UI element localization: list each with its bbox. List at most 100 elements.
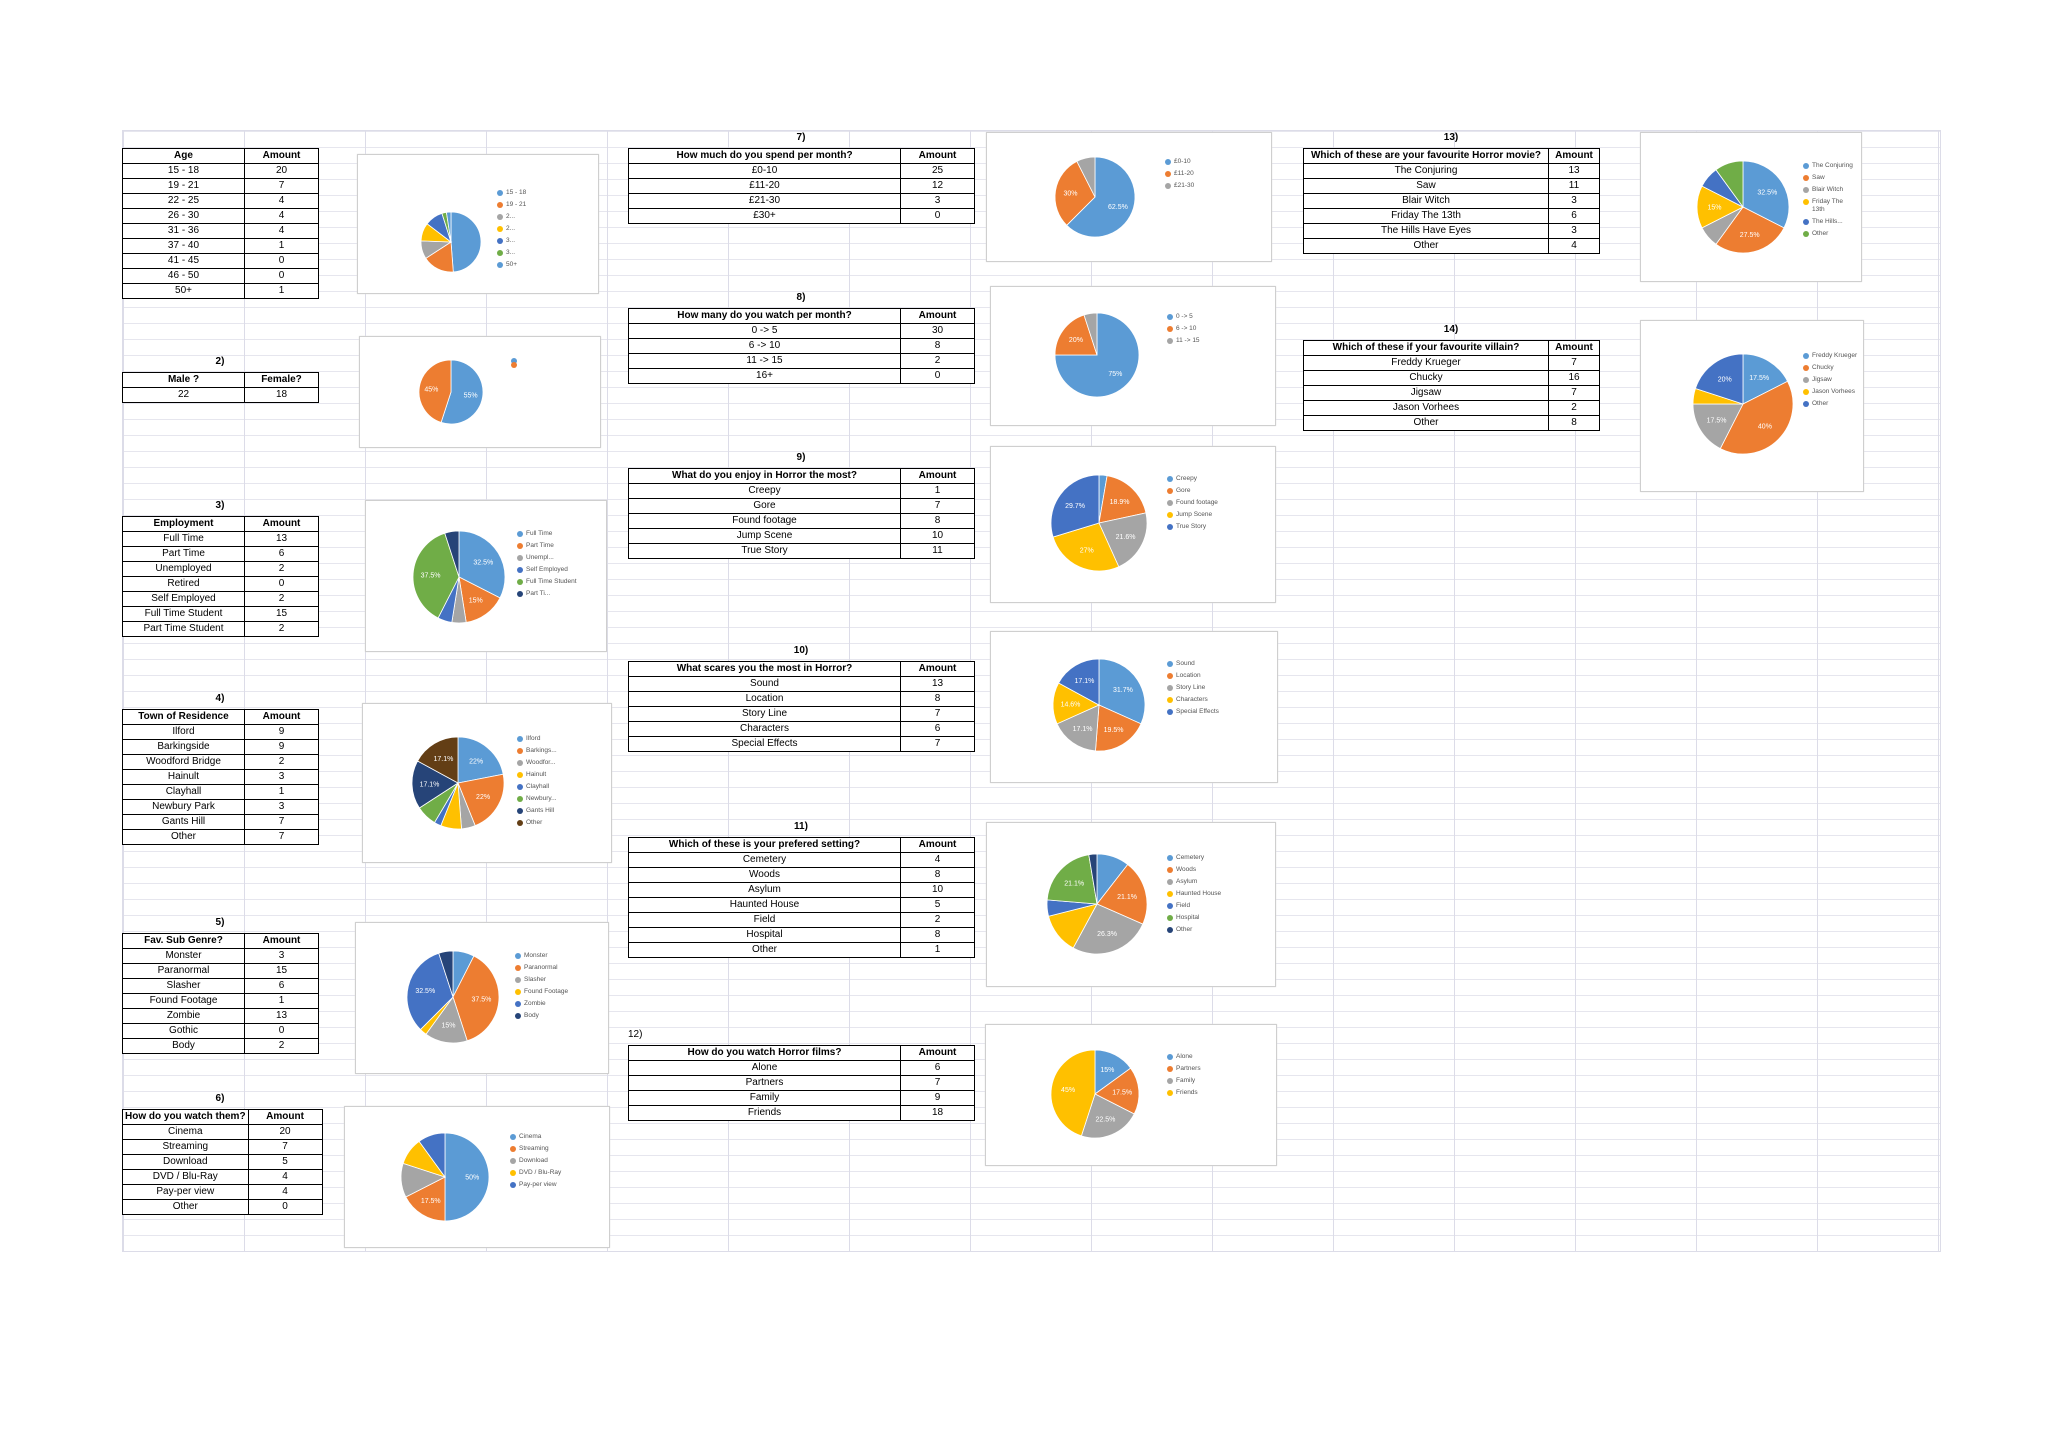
row-label-cell[interactable]: Ilford <box>122 724 245 740</box>
pie-slice-friends[interactable] <box>1050 1049 1096 1137</box>
row-label-cell[interactable]: 11 -> 15 <box>628 353 901 369</box>
column-header[interactable]: Amount <box>244 148 319 164</box>
row-label-cell[interactable]: Full Time Student <box>122 606 245 622</box>
row-label-cell[interactable]: Self Employed <box>122 591 245 607</box>
legend-item[interactable]: Other <box>1803 230 1857 238</box>
legend-item[interactable]: Gore <box>1167 487 1229 495</box>
row-label-cell[interactable]: Other <box>1303 238 1549 254</box>
legend-item[interactable]: Other <box>517 819 579 827</box>
amount-cell[interactable]: 3 <box>1548 193 1600 209</box>
row-label-cell[interactable]: 0 -> 5 <box>628 323 901 339</box>
row-label-cell[interactable]: Haunted House <box>628 897 901 913</box>
legend-item[interactable]: Other <box>1803 400 1859 408</box>
legend-item[interactable]: Cinema <box>510 1133 572 1141</box>
legend-item[interactable]: Freddy Krueger <box>1803 352 1859 360</box>
row-label-cell[interactable]: Full Time <box>122 531 245 547</box>
legend-item[interactable]: Barkings... <box>517 747 579 755</box>
legend-item[interactable]: Sound <box>1167 660 1229 668</box>
row-label-cell[interactable]: The Conjuring <box>1303 163 1549 179</box>
row-label-cell[interactable]: £30+ <box>628 208 901 224</box>
pie-chart-scares[interactable]: 31.7% 19.5% 17.1% 14.6% 17.1% Sound Location St… <box>990 631 1278 783</box>
pie-slice-gore[interactable] <box>1098 475 1147 524</box>
row-label-cell[interactable]: Gothic <box>122 1023 245 1039</box>
amount-cell[interactable]: 0 <box>244 576 319 592</box>
amount-cell[interactable]: 1 <box>900 942 975 958</box>
pie-chart-age[interactable]: 15 - 18 19 - 21 2... 2... 3... 3... 50+ <box>357 154 599 294</box>
amount-cell[interactable]: 9 <box>244 739 319 755</box>
amount-cell[interactable]: 0 <box>900 208 975 224</box>
amount-cell[interactable]: 4 <box>900 852 975 868</box>
amount-cell[interactable]: 6 <box>244 546 319 562</box>
column-header[interactable]: Town of Residence <box>122 709 245 725</box>
pie-slice-jigsaw[interactable] <box>1692 403 1744 450</box>
row-label-cell[interactable]: Partners <box>628 1075 901 1091</box>
legend-item[interactable]: 15 - 18 <box>497 189 559 197</box>
row-label-cell[interactable]: Blair Witch <box>1303 193 1549 209</box>
column-header[interactable]: Amount <box>244 709 319 725</box>
column-header[interactable]: Amount <box>1548 148 1600 164</box>
legend-item[interactable]: Partners <box>1167 1065 1229 1073</box>
amount-cell[interactable]: 8 <box>900 513 975 529</box>
row-label-cell[interactable]: Gants Hill <box>122 814 245 830</box>
legend-item[interactable]: 6 -> 10 <box>1167 325 1229 333</box>
pie-slice--21-30[interactable] <box>1076 156 1096 198</box>
legend-item[interactable]: Full Time Student <box>517 578 579 586</box>
pie-slice-11-15[interactable] <box>1083 312 1098 356</box>
legend-item[interactable]: 3... <box>497 237 559 245</box>
amount-cell[interactable]: 1 <box>244 784 319 800</box>
amount-cell[interactable]: 5 <box>247 1154 323 1170</box>
row-label-cell[interactable]: Zombie <box>122 1008 245 1024</box>
legend-item[interactable]: Full Time <box>517 530 579 538</box>
column-header[interactable]: Amount <box>244 933 319 949</box>
legend-item[interactable]: £0-10 <box>1165 158 1227 166</box>
row-label-cell[interactable]: Gore <box>628 498 901 514</box>
row-label-cell[interactable]: Alone <box>628 1060 901 1076</box>
amount-cell[interactable]: 20 <box>247 1124 323 1140</box>
row-label-cell[interactable]: Body <box>122 1038 245 1054</box>
row-label-cell[interactable]: Unemployed <box>122 561 245 577</box>
amount-cell[interactable]: 4 <box>244 208 319 224</box>
row-label-cell[interactable]: True Story <box>628 543 901 559</box>
legend-item[interactable]: Zombie <box>515 1000 577 1008</box>
legend-item[interactable]: Saw <box>1803 174 1857 182</box>
row-label-cell[interactable]: Location <box>628 691 901 707</box>
row-label-cell[interactable]: Newbury Park <box>122 799 245 815</box>
pie-slice-streaming[interactable] <box>405 1176 446 1222</box>
amount-cell[interactable]: 7 <box>900 706 975 722</box>
legend-item[interactable]: Ilford <box>517 735 579 743</box>
pie-slice-full-time[interactable] <box>458 530 506 599</box>
pie-slice-freddy-krueger[interactable] <box>1742 353 1789 405</box>
legend-item[interactable]: Found footage <box>1167 499 1229 507</box>
column-header[interactable]: Amount <box>244 516 319 532</box>
amount-cell[interactable]: 4 <box>247 1169 323 1185</box>
row-label-cell[interactable]: 37 - 40 <box>122 238 245 254</box>
column-header[interactable]: Amount <box>1548 340 1600 356</box>
pie-slice-found-footage[interactable] <box>1098 512 1148 568</box>
legend-item[interactable]: Jigsaw <box>1803 376 1859 384</box>
row-label-cell[interactable]: £0-10 <box>628 163 901 179</box>
row-label-cell[interactable]: 6 -> 10 <box>628 338 901 354</box>
legend-item[interactable]: Chucky <box>1803 364 1859 372</box>
amount-cell[interactable]: 3 <box>244 799 319 815</box>
legend-item[interactable]: Found Footage <box>515 988 577 996</box>
legend-item[interactable]: Part Time <box>517 542 579 550</box>
amount-cell[interactable]: 7 <box>244 829 319 845</box>
row-label-cell[interactable]: £11-20 <box>628 178 901 194</box>
pie-slice-other[interactable] <box>417 736 459 784</box>
pie-slice-other[interactable] <box>1694 353 1744 405</box>
column-header[interactable]: What scares you the most in Horror? <box>628 661 901 677</box>
amount-cell[interactable]: 2 <box>244 561 319 577</box>
amount-cell[interactable]: 2 <box>244 621 319 637</box>
legend-item[interactable]: The Conjuring <box>1803 162 1857 170</box>
amount-cell[interactable]: 4 <box>1548 238 1600 254</box>
amount-cell[interactable]: 2 <box>900 912 975 928</box>
row-label-cell[interactable]: £21-30 <box>628 193 901 209</box>
amount-cell[interactable]: 8 <box>900 867 975 883</box>
column-header[interactable]: Amount <box>900 468 975 484</box>
legend-item[interactable]: Monster <box>515 952 577 960</box>
legend-item[interactable]: Streaming <box>510 1145 572 1153</box>
row-label-cell[interactable]: Found footage <box>628 513 901 529</box>
legend-item[interactable]: Unempl... <box>517 554 579 562</box>
row-label-cell[interactable]: Sound <box>628 676 901 692</box>
pie-slice-saw[interactable] <box>1715 206 1785 254</box>
